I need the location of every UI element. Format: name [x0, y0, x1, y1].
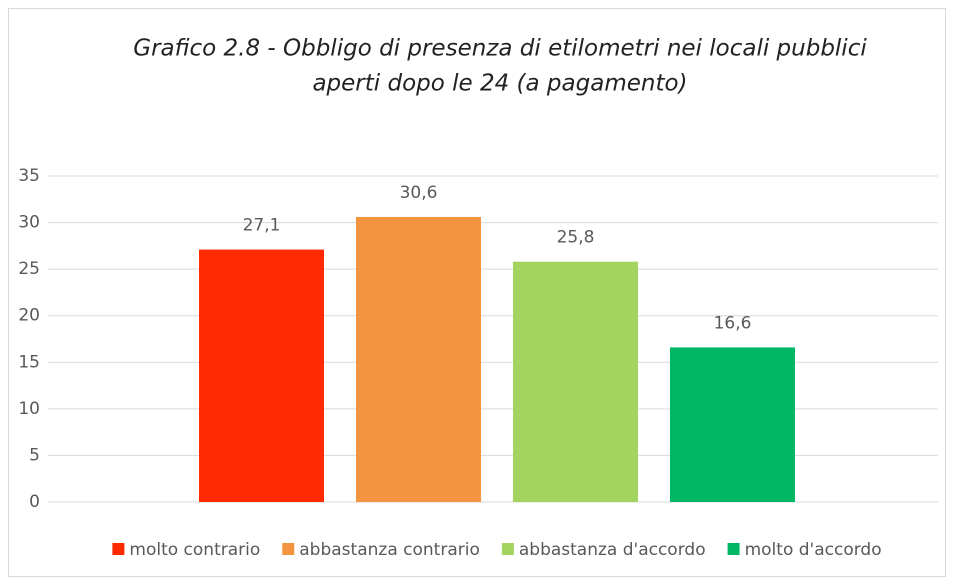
data-label: 30,6: [400, 183, 438, 203]
data-label: 27,1: [243, 216, 281, 236]
legend-swatch: [112, 543, 125, 555]
legend-label: molto contrario: [129, 540, 260, 560]
data-label: 25,8: [557, 228, 595, 248]
legend-swatch: [727, 543, 740, 555]
y-tick-label: 35: [18, 166, 40, 186]
y-tick-label: 15: [18, 352, 40, 372]
y-tick-label: 10: [18, 399, 40, 419]
bar: [199, 249, 324, 502]
y-tick-label: 5: [29, 445, 40, 465]
chart-title: Grafico 2.8 - Obbligo di presenza di eti…: [133, 36, 867, 62]
legend-label: abbastanza contrario: [299, 540, 480, 560]
y-tick-label: 25: [18, 259, 40, 279]
legend-swatch: [282, 543, 295, 555]
bar: [356, 216, 481, 503]
legend-label: abbastanza d'accordo: [519, 540, 706, 560]
data-label: 16,6: [714, 313, 752, 333]
chart-title: aperti dopo le 24 (a pagamento): [312, 71, 687, 97]
legend-swatch: [501, 543, 514, 555]
y-tick-label: 30: [18, 213, 40, 233]
bar: [513, 261, 638, 502]
bar: [670, 347, 795, 502]
legend-label: molto d'accordo: [745, 540, 882, 560]
y-tick-label: 20: [18, 306, 40, 326]
y-tick-label: 0: [29, 492, 40, 512]
